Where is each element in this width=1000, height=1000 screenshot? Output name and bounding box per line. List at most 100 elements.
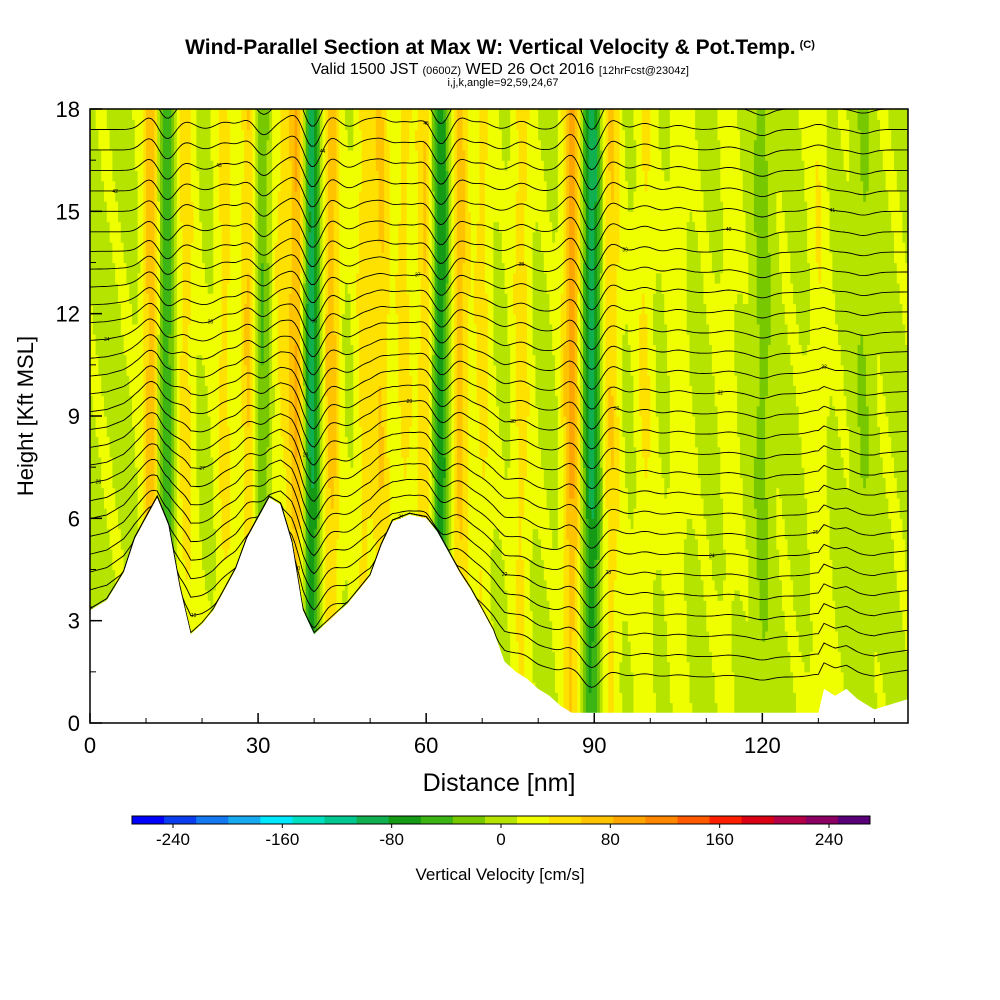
velocity-cell [90, 559, 94, 571]
velocity-cell [157, 385, 161, 397]
velocity-cell [129, 170, 133, 182]
velocity-cell [90, 323, 94, 335]
velocity-cell [193, 231, 198, 243]
velocity-cell [101, 313, 105, 325]
velocity-cell [202, 272, 206, 284]
velocity-cell [160, 149, 164, 161]
velocity-cell [115, 426, 119, 438]
velocity-cell [196, 589, 200, 601]
velocity-cell [101, 528, 105, 540]
velocity-cell [123, 375, 128, 386]
velocity-cell [92, 508, 97, 519]
velocity-cell [157, 252, 161, 264]
velocity-cell [160, 375, 164, 386]
velocity-cell [179, 252, 184, 264]
velocity-cell [118, 242, 122, 253]
velocity-cell [157, 211, 161, 223]
velocity-cell [188, 242, 192, 253]
velocity-cell [148, 170, 153, 182]
velocity-cell [112, 477, 116, 489]
velocity-cell [123, 334, 128, 345]
velocity-cell [98, 313, 102, 325]
velocity-cell [182, 518, 186, 530]
velocity-cell [112, 375, 116, 386]
velocity-cell [179, 272, 184, 284]
velocity-cell [176, 456, 181, 468]
velocity-cell [185, 282, 189, 294]
velocity-cell [146, 231, 150, 243]
velocity-cell [109, 395, 114, 407]
velocity-cell [196, 282, 200, 294]
velocity-cell [143, 385, 147, 397]
velocity-cell [137, 497, 142, 509]
velocity-cell [188, 538, 192, 550]
velocity-cell [162, 211, 167, 223]
velocity-cell [196, 436, 200, 448]
velocity-cell [90, 190, 94, 202]
velocity-cell [196, 456, 200, 468]
velocity-cell [179, 375, 184, 386]
velocity-cell [126, 487, 130, 499]
velocity-cell [182, 589, 186, 601]
velocity-cell [182, 180, 186, 192]
velocity-cell [120, 221, 125, 233]
velocity-cell [134, 252, 139, 264]
velocity-cell [134, 139, 139, 151]
velocity-cell [193, 354, 198, 366]
velocity-cell [106, 190, 111, 202]
velocity-cell [112, 426, 116, 438]
velocity-cell [190, 538, 195, 550]
velocity-cell [134, 160, 139, 171]
velocity-cell [132, 344, 136, 356]
velocity-cell [118, 375, 122, 386]
velocity-cell [188, 344, 192, 356]
velocity-cell [109, 579, 114, 591]
velocity-cell [104, 487, 108, 499]
velocity-cell [196, 518, 200, 530]
velocity-cell [95, 579, 99, 591]
velocity-cell [146, 303, 150, 315]
velocity-cell [193, 129, 198, 141]
velocity-cell [188, 528, 192, 540]
velocity-cell [176, 190, 181, 202]
velocity-cell [174, 160, 178, 171]
velocity-cell [140, 313, 144, 325]
velocity-cell [204, 201, 209, 212]
velocity-cell [120, 190, 125, 202]
velocity-cell [118, 272, 122, 284]
velocity-cell [120, 354, 125, 366]
velocity-cell [126, 221, 130, 233]
velocity-cell [148, 242, 153, 253]
velocity-cell [120, 109, 125, 120]
velocity-cell [154, 129, 158, 141]
velocity-cell [106, 242, 111, 253]
velocity-cell [154, 364, 158, 376]
velocity-cell [143, 303, 147, 315]
velocity-cell [188, 160, 192, 171]
velocity-cell [202, 569, 206, 581]
velocity-cell [171, 538, 175, 550]
velocity-cell [160, 242, 164, 253]
velocity-cell [109, 354, 114, 366]
velocity-cell [92, 477, 97, 489]
velocity-cell [140, 231, 144, 243]
velocity-cell [115, 201, 119, 212]
velocity-cell [101, 160, 105, 171]
velocity-cell [112, 129, 116, 141]
velocity-cell [168, 160, 172, 171]
velocity-cell [104, 323, 108, 335]
velocity-cell [188, 293, 192, 305]
velocity-cell [126, 436, 130, 448]
velocity-cell [151, 262, 156, 274]
velocity-cell [160, 293, 164, 305]
velocity-cell [202, 436, 206, 448]
velocity-cell [134, 109, 139, 120]
velocity-cell [104, 201, 108, 212]
velocity-cell [193, 201, 198, 212]
velocity-cell [202, 119, 206, 131]
velocity-cell [104, 293, 108, 305]
velocity-cell [165, 119, 170, 131]
velocity-cell [90, 303, 94, 315]
velocity-cell [115, 549, 119, 560]
velocity-cell [146, 334, 150, 345]
